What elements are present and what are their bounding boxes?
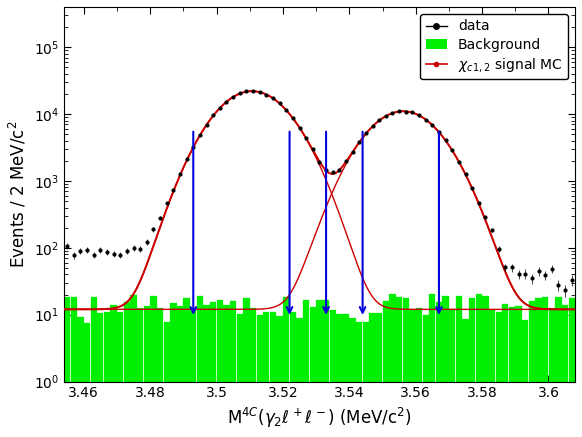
Bar [84, 323, 90, 437]
Bar [276, 316, 283, 437]
Bar [77, 317, 84, 437]
Bar [509, 307, 515, 437]
Bar [257, 315, 263, 437]
Bar [569, 298, 575, 437]
Bar [263, 312, 269, 437]
Bar [462, 319, 469, 437]
Bar [64, 297, 70, 437]
Bar [164, 322, 170, 437]
Bar [542, 297, 548, 437]
Bar [283, 297, 289, 437]
Bar [150, 296, 157, 437]
Legend: data, Background, $\chi_{c1,2}$ signal MC: data, Background, $\chi_{c1,2}$ signal M… [420, 14, 568, 80]
Bar [137, 308, 143, 437]
Bar [383, 301, 389, 437]
Bar [442, 296, 449, 437]
Bar [535, 298, 542, 437]
Bar [555, 297, 562, 437]
Bar [303, 300, 309, 437]
Bar [250, 308, 256, 437]
Bar [363, 323, 369, 437]
Bar [157, 308, 163, 437]
Bar [416, 309, 422, 437]
Bar [329, 310, 336, 437]
Bar [316, 300, 322, 437]
Bar [144, 306, 150, 437]
Bar [469, 298, 475, 437]
Bar [436, 302, 442, 437]
Bar [91, 297, 97, 437]
Bar [70, 297, 77, 437]
Bar [562, 305, 568, 437]
Bar [117, 312, 123, 437]
Bar [197, 295, 203, 437]
Bar [177, 305, 183, 437]
Bar [376, 313, 382, 437]
Bar [210, 302, 217, 437]
Bar [502, 304, 509, 437]
Bar [97, 313, 104, 437]
Bar [183, 298, 190, 437]
Bar [111, 305, 117, 437]
Bar [522, 320, 528, 437]
Bar [403, 298, 409, 437]
Bar [124, 302, 130, 437]
Bar [409, 310, 416, 437]
Bar [310, 307, 316, 437]
X-axis label: M$^{4C}$($\gamma_2 \ell^+ \ell^-$) (MeV/c$^2$): M$^{4C}$($\gamma_2 \ell^+ \ell^-$) (MeV/… [227, 406, 412, 430]
Bar [336, 314, 343, 437]
Bar [270, 312, 276, 437]
Bar [323, 300, 329, 437]
Bar [482, 296, 488, 437]
Bar [204, 305, 210, 437]
Bar [130, 295, 137, 437]
Bar [396, 297, 402, 437]
Bar [230, 301, 236, 437]
Bar [475, 294, 482, 437]
Bar [456, 296, 462, 437]
Bar [223, 305, 230, 437]
Bar [449, 309, 455, 437]
Y-axis label: Events / 2 MeV/c$^2$: Events / 2 MeV/c$^2$ [7, 121, 28, 268]
Bar [349, 318, 356, 437]
Bar [104, 312, 110, 437]
Bar [170, 302, 176, 437]
Bar [237, 313, 243, 437]
Bar [549, 308, 555, 437]
Bar [423, 315, 429, 437]
Bar [290, 312, 296, 437]
Bar [429, 294, 435, 437]
Bar [495, 312, 502, 437]
Bar [190, 308, 197, 437]
Bar [516, 306, 522, 437]
Bar [370, 313, 376, 437]
Bar [389, 295, 396, 437]
Bar [356, 322, 363, 437]
Bar [343, 313, 349, 437]
Bar [217, 300, 223, 437]
Bar [528, 301, 535, 437]
Bar [489, 309, 495, 437]
Bar [243, 298, 250, 437]
Bar [296, 318, 303, 437]
